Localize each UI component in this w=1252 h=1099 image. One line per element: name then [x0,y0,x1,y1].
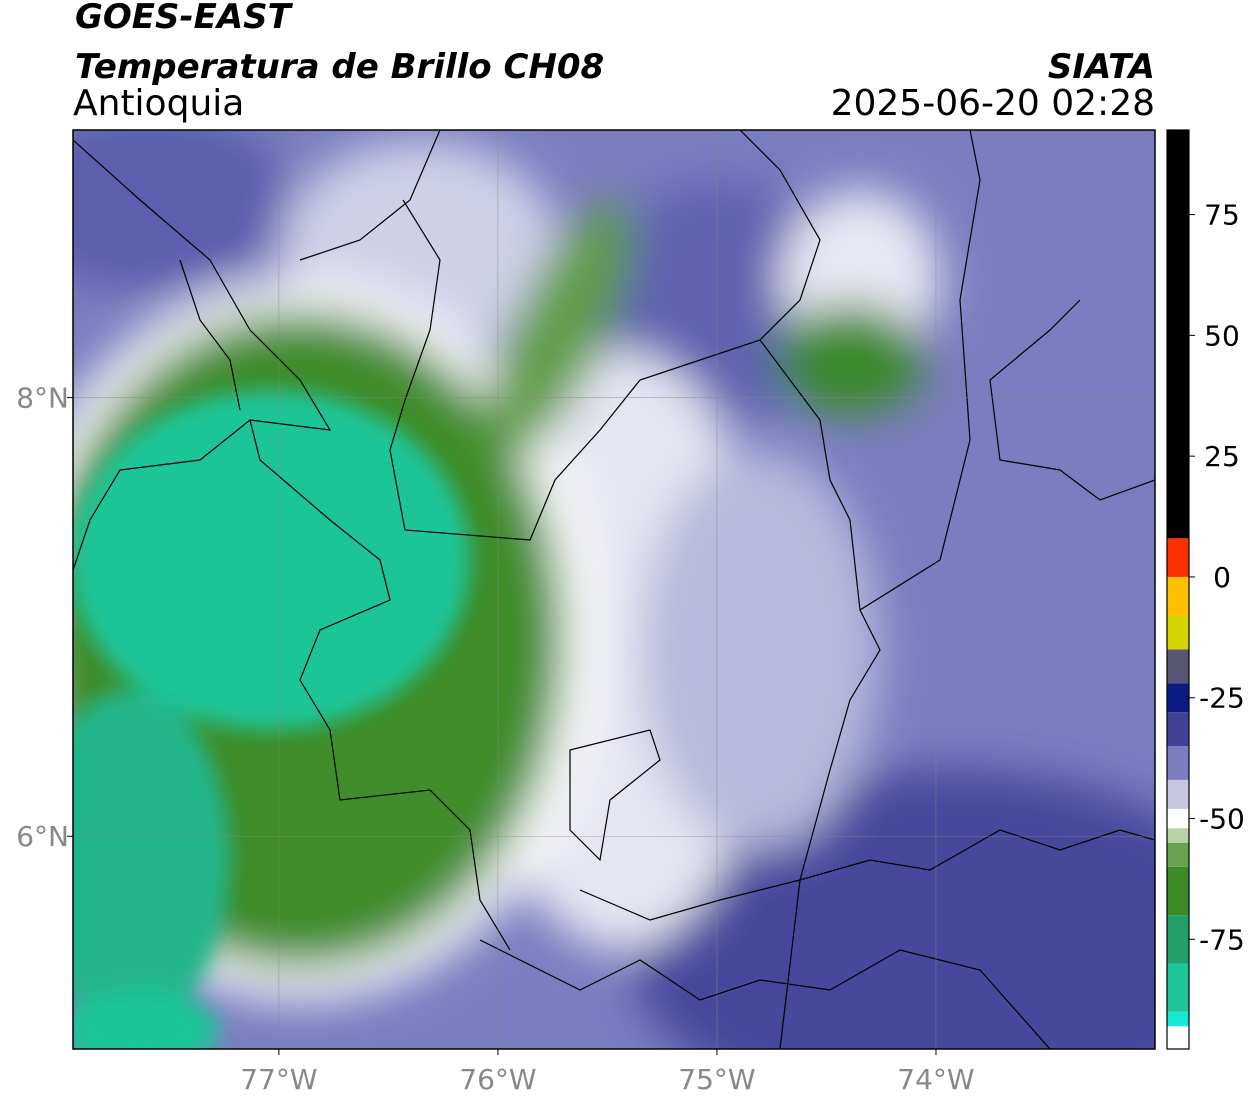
colorbar-band [1167,828,1189,843]
colorbar-band [1167,649,1189,684]
colorbar-tick-label: -50 [1199,803,1245,836]
colorbar-band [1167,576,1189,616]
colorbar-tick-label: 25 [1204,440,1240,473]
y-tick-label: 8°N [16,382,69,415]
colorbar-band [1167,808,1189,829]
subtitle: Temperatura de Brillo CH08 [75,47,604,87]
colorbar-tick-label: -25 [1199,682,1245,715]
colorbar-band [1167,130,1189,539]
map-image [73,130,1155,1049]
colorbar-band [1167,746,1189,780]
map-frame [72,129,1156,1050]
colorbar-tick-label: -75 [1199,923,1245,956]
colorbar-band [1167,683,1189,713]
y-tick-label: 6°N [16,820,69,853]
datetime: 2025-06-20 02:28 [831,83,1155,124]
colorbar-band [1167,842,1189,867]
title: GOES-EAST [75,0,294,37]
source: SIATA [1048,47,1155,87]
colorbar-band [1167,1026,1189,1049]
colorbar-tick-label: 0 [1213,561,1231,594]
colorbar-tick-label: 75 [1204,199,1240,232]
colorbar-band [1167,1011,1189,1027]
x-tick-label: 75°W [678,1063,755,1096]
colorbar-frame [1166,129,1190,1050]
colorbar-band [1167,779,1189,809]
x-tick-label: 74°W [897,1063,974,1096]
colorbar-tick-label: 50 [1204,319,1240,352]
colorbar-band [1167,615,1189,650]
colorbar-band [1167,538,1189,577]
colorbar-band [1167,963,1189,1012]
colorbar-band [1167,712,1189,747]
x-tick-label: 77°W [240,1063,317,1096]
colorbar-band [1167,915,1189,964]
x-tick-label: 76°W [459,1063,536,1096]
region: Antioquia [73,83,244,124]
colorbar-band [1167,866,1189,916]
